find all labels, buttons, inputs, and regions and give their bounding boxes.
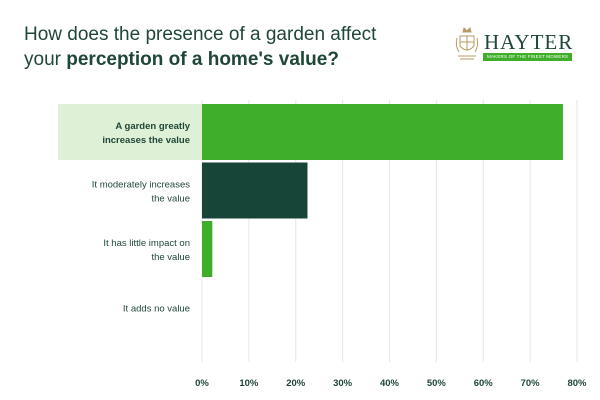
- title-emphasis: perception of a home's value?: [66, 49, 339, 70]
- bar: [202, 162, 308, 219]
- bar: [202, 221, 213, 277]
- category-label: increases the value: [102, 135, 190, 146]
- category-label: A garden greatly: [115, 121, 190, 132]
- x-tick-label: 60%: [474, 378, 494, 389]
- x-tick-label: 50%: [427, 378, 447, 389]
- x-tick-label: 80%: [567, 378, 587, 389]
- x-tick-label: 30%: [333, 378, 353, 389]
- chart-title: How does the presence of a garden affect…: [24, 22, 424, 72]
- category-label: the value: [151, 194, 190, 205]
- category-label: the value: [151, 252, 190, 263]
- highlight-band: [58, 104, 202, 160]
- title-line-1: How does the presence of a garden affect: [24, 24, 377, 45]
- x-tick-label: 20%: [286, 378, 306, 389]
- royal-crest-icon: [455, 27, 479, 60]
- hayter-logo: HAYTER MAKERS OF THE FINEST MOWERS: [454, 24, 584, 66]
- x-tick-label: 10%: [239, 378, 259, 389]
- x-tick-label: 0%: [195, 378, 209, 389]
- x-tick-label: 40%: [380, 378, 400, 389]
- logo-wordmark: HAYTER: [484, 30, 574, 54]
- title-line-2: your perception of a home's value?: [24, 47, 424, 72]
- title-prefix: your: [24, 49, 67, 70]
- bar: [202, 104, 563, 160]
- category-label: It adds no value: [123, 304, 190, 315]
- logo-tagline: MAKERS OF THE FINEST MOWERS: [483, 53, 573, 61]
- x-tick-label: 70%: [521, 378, 541, 389]
- category-label: It has little impact on: [103, 238, 190, 249]
- category-label: It moderately increases: [92, 180, 190, 191]
